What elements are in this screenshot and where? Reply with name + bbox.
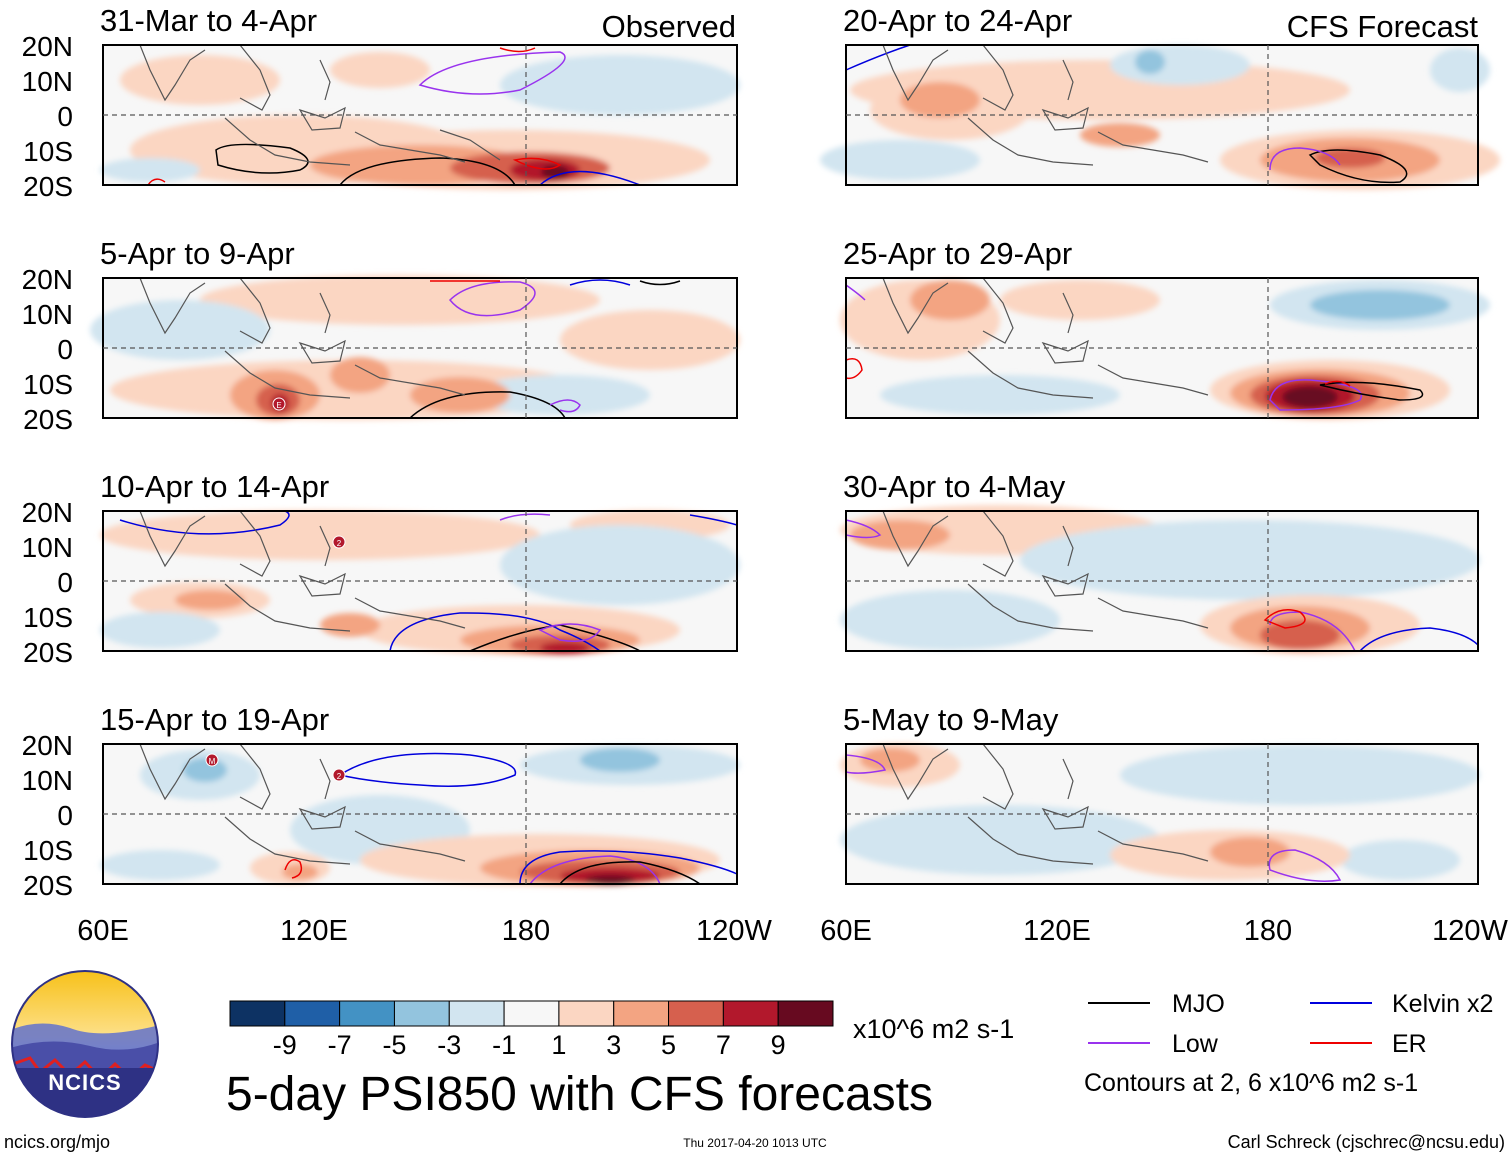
panel-title-1: 31-Mar to 4-Apr <box>100 3 317 38</box>
panel-title-3: 10-Apr to 14-Apr <box>100 469 329 504</box>
colorbar-swatch <box>613 1000 670 1027</box>
colorbar <box>229 1000 834 1027</box>
lon-label: 120W <box>1432 915 1508 947</box>
panel-title-6: 25-Apr to 29-Apr <box>843 236 1072 271</box>
colorbar-tick-label: 1 <box>551 1030 566 1060</box>
colorbar-labels: -9 -7 -5 -3 -1 1 3 5 7 9 <box>273 1030 786 1060</box>
map-panel-8 <box>840 743 1480 885</box>
storm-marker-2a: 2 <box>337 539 342 548</box>
colorbar-tick-label: 7 <box>716 1030 731 1060</box>
lat-label: 10N <box>22 66 73 97</box>
lat-label: 20N <box>22 31 73 62</box>
lat-label: 20S <box>23 404 73 435</box>
lat-labels-row3: 20N 10N 0 10S 20S <box>22 497 73 668</box>
colorbar-tick-label: 3 <box>606 1030 621 1060</box>
legend-kelvin: Kelvin x2 <box>1392 990 1493 1018</box>
lat-label: 20N <box>22 264 73 295</box>
colorbar-units: x10^6 m2 s-1 <box>853 1014 1014 1044</box>
colorbar-swatch <box>448 1000 505 1027</box>
legend-low: Low <box>1172 1030 1219 1058</box>
colorbar-tick-label: 5 <box>661 1030 676 1060</box>
map-panel-7 <box>840 505 1480 655</box>
lon-label: 60E <box>820 915 872 947</box>
map-panel-1 <box>100 44 740 190</box>
lon-labels-right: 60E 120E 180 120W <box>820 915 1508 947</box>
colorbar-swatch <box>393 1000 450 1027</box>
header-cfs-forecast: CFS Forecast <box>1287 9 1479 44</box>
colorbar-swatch <box>722 1000 779 1027</box>
legend-er: ER <box>1392 1030 1427 1058</box>
storm-marker-e: E <box>276 401 281 410</box>
colorbar-swatch <box>503 1000 560 1027</box>
map-panel-4: M 2 <box>100 743 740 886</box>
map-panel-6 <box>840 277 1490 420</box>
lon-label: 120E <box>280 915 348 947</box>
lon-label: 180 <box>1244 915 1292 947</box>
lat-label: 10S <box>23 136 73 167</box>
footer-timestamp: Thu 2017-04-20 1013 UTC <box>683 1136 827 1150</box>
colorbar-swatch <box>229 1000 286 1027</box>
lat-label: 0 <box>57 101 73 132</box>
colorbar-swatch <box>284 1000 341 1027</box>
logo-text: NCICS <box>48 1070 121 1095</box>
panel-title-4: 15-Apr to 19-Apr <box>100 702 329 737</box>
figure-title: 5-day PSI850 with CFS forecasts <box>226 1068 933 1121</box>
lat-label: 20N <box>22 497 73 528</box>
colorbar-tick-label: -9 <box>273 1030 297 1060</box>
lat-label: 20S <box>23 870 73 901</box>
lon-label: 120W <box>696 915 772 947</box>
storm-marker-m: M <box>209 757 216 766</box>
lat-label: 0 <box>57 334 73 365</box>
lat-labels-row2: 20N 10N 0 10S 20S <box>22 264 73 435</box>
colorbar-swatch <box>339 1000 395 1027</box>
colorbar-tick-label: -1 <box>492 1030 516 1060</box>
lat-labels-row1: 20N 10N 0 10S 20S <box>22 31 73 202</box>
header-observed: Observed <box>602 9 736 44</box>
map-panel-5 <box>820 44 1500 190</box>
panel-title-8: 5-May to 9-May <box>843 702 1059 737</box>
lat-label: 20S <box>23 637 73 668</box>
lat-labels-row4: 20N 10N 0 10S 20S <box>22 730 73 901</box>
lon-labels-left: 60E 120E 180 120W <box>77 915 772 947</box>
colorbar-tick-label: -5 <box>382 1030 406 1060</box>
lat-label: 20N <box>22 730 73 761</box>
panel-title-2: 5-Apr to 9-Apr <box>100 236 295 271</box>
storm-marker-2b: 2 <box>337 772 342 781</box>
colorbar-swatch <box>668 1000 724 1027</box>
colorbar-tick-label: 9 <box>771 1030 786 1060</box>
lat-label: 10S <box>23 602 73 633</box>
lat-label: 20S <box>23 171 73 202</box>
lat-label: 0 <box>57 567 73 598</box>
colorbar-tick-label: -3 <box>437 1030 461 1060</box>
colorbar-tick-label: -7 <box>328 1030 352 1060</box>
footer-author: Carl Schreck (cjschrec@ncsu.edu) <box>1228 1132 1505 1152</box>
lat-label: 10S <box>23 835 73 866</box>
lat-label: 10N <box>22 765 73 796</box>
contour-legend: MJO Kelvin x2 Low ER Contours at 2, 6 x1… <box>1084 990 1493 1097</box>
map-panel-3: 2 <box>100 510 740 655</box>
lon-label: 120E <box>1023 915 1091 947</box>
lon-label: 180 <box>502 915 550 947</box>
map-panel-2: E <box>90 275 740 420</box>
panel-title-7: 30-Apr to 4-May <box>843 469 1066 504</box>
lat-label: 0 <box>57 800 73 831</box>
panel-title-5: 20-Apr to 24-Apr <box>843 3 1072 38</box>
legend-mjo: MJO <box>1172 990 1225 1018</box>
footer-url[interactable]: ncics.org/mjo <box>4 1132 110 1152</box>
colorbar-swatch <box>777 1000 834 1027</box>
ncics-logo: NCICS <box>11 970 159 1118</box>
lat-label: 10S <box>23 369 73 400</box>
lat-label: 10N <box>22 299 73 330</box>
colorbar-swatch <box>558 1000 615 1027</box>
lon-label: 60E <box>77 915 129 947</box>
lat-label: 10N <box>22 532 73 563</box>
legend-contour-note: Contours at 2, 6 x10^6 m2 s-1 <box>1084 1069 1418 1097</box>
